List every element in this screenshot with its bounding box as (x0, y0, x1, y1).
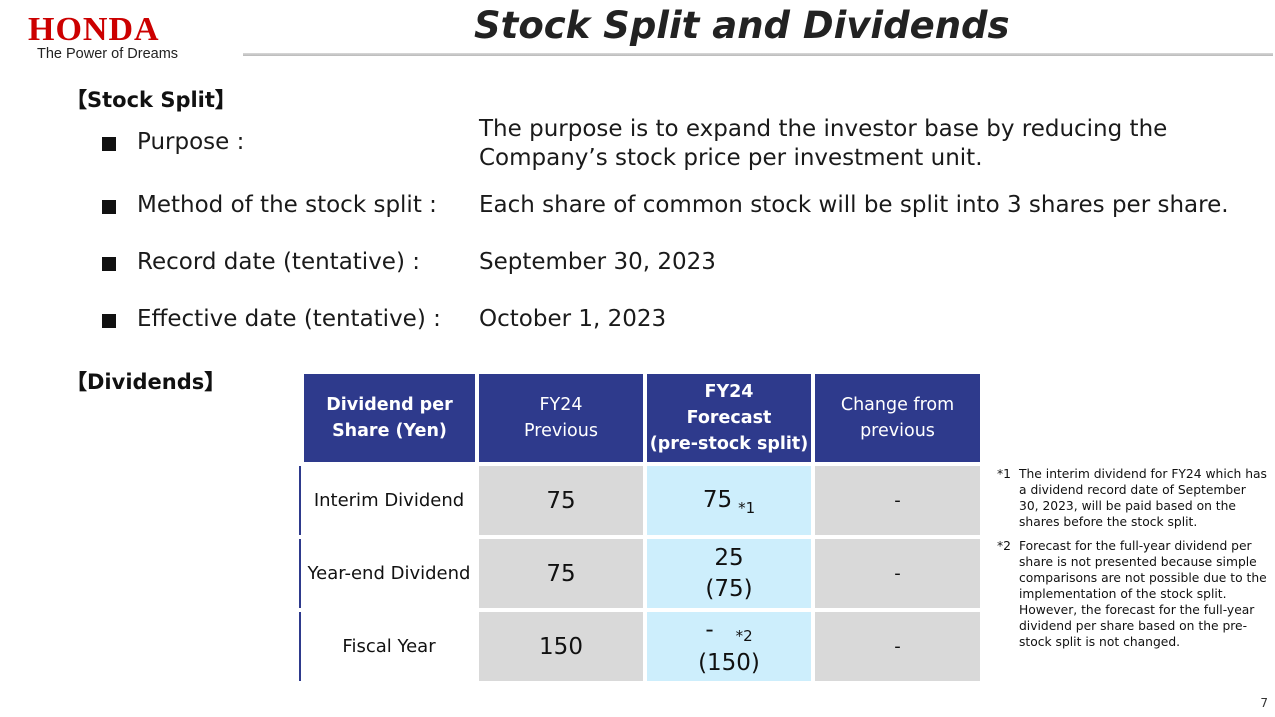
bullet-square-icon (102, 137, 116, 151)
footnote-1: *1 The interim dividend for FY24 which h… (997, 466, 1267, 530)
interim-forecast-cell: 75 *1 (647, 466, 811, 535)
title-divider (243, 53, 1273, 56)
header-text: Dividend per (326, 395, 453, 415)
page-number: 7 (1260, 696, 1268, 710)
header-text: Previous (524, 421, 598, 441)
header-text: (pre-stock split) (649, 434, 809, 454)
year-end-forecast-cell: 25 (75) (647, 539, 811, 608)
year-end-forecast-pre-split: (75) (705, 575, 753, 602)
row-accent-bar (299, 466, 301, 535)
footnote-mark: *2 (735, 626, 753, 645)
header-text: previous (860, 421, 935, 441)
fiscal-year-previous-value: 150 (479, 612, 643, 681)
bullet-square-icon (102, 314, 116, 328)
interim-forecast-value: 75 (702, 487, 733, 513)
fiscal-year-forecast-cell: - *2 (150) (647, 612, 811, 681)
row-label-fiscal-year: Fiscal Year (301, 612, 477, 681)
bullet-square-icon (102, 200, 116, 214)
stock-split-heading: 【Stock Split】 (66, 88, 236, 112)
footnote-2: *2 Forecast for the full-year dividend p… (997, 538, 1267, 650)
row-accent-bar (299, 612, 301, 681)
effective-date-label: Effective date (tentative) : (137, 306, 441, 332)
logo-wordmark: HONDA (28, 11, 160, 48)
dividends-heading: 【Dividends】 (66, 370, 226, 394)
bullet-square-icon (102, 257, 116, 271)
header-fy24-previous: FY24 Previous (479, 374, 643, 462)
footnotes: *1 The interim dividend for FY24 which h… (997, 466, 1267, 658)
purpose-value-line-2: Company’s stock price per investment uni… (479, 145, 983, 171)
purpose-value-line-1: The purpose is to expand the investor ba… (479, 116, 1168, 142)
header-text: Share (Yen) (332, 421, 447, 441)
fiscal-year-forecast-value: - (705, 616, 714, 643)
footnote-1-text: The interim dividend for FY24 which has … (1019, 467, 1267, 529)
honda-logo: HONDA The Power of Dreams (28, 11, 218, 63)
header-text: FY24 (539, 395, 583, 415)
record-date-label: Record date (tentative) : (137, 249, 420, 275)
footnote-mark: *1 (738, 499, 756, 517)
year-end-previous-value: 75 (479, 539, 643, 608)
header-text: Forecast (686, 408, 772, 428)
row-label-interim: Interim Dividend (301, 466, 477, 535)
effective-date-value: October 1, 2023 (479, 306, 667, 332)
page-title: Stock Split and Dividends (474, 4, 1010, 47)
dividends-table: Dividend per Share (Yen) FY24 Previous F… (299, 374, 983, 684)
year-end-forecast-value: 25 (714, 544, 744, 571)
purpose-value: The purpose is to expand the investor ba… (479, 115, 1239, 173)
header-change-from-previous: Change from previous (815, 374, 980, 462)
fiscal-year-change-value: - (815, 612, 980, 681)
footnote-2-mark: *2 (997, 539, 1011, 553)
interim-change-value: - (815, 466, 980, 535)
purpose-label: Purpose : (137, 129, 245, 155)
method-value: Each share of common stock will be split… (479, 192, 1229, 218)
method-label: Method of the stock split : (137, 192, 437, 218)
logo-tagline: The Power of Dreams (37, 46, 179, 62)
fiscal-year-forecast-pre-split: (150) (698, 649, 760, 676)
footnote-1-mark: *1 (997, 467, 1011, 481)
header-text: FY24 (704, 382, 754, 402)
row-label-year-end: Year-end Dividend (301, 539, 477, 608)
footnote-2-text: Forecast for the full-year dividend per … (1019, 539, 1267, 649)
header-text: Change from (840, 395, 955, 415)
interim-previous-value: 75 (479, 466, 643, 535)
header-dividend-per-share: Dividend per Share (Yen) (304, 374, 475, 462)
year-end-change-value: - (815, 539, 980, 608)
record-date-value: September 30, 2023 (479, 249, 716, 275)
header-fy24-forecast: FY24 Forecast (pre-stock split) (647, 374, 811, 462)
row-accent-bar (299, 539, 301, 608)
